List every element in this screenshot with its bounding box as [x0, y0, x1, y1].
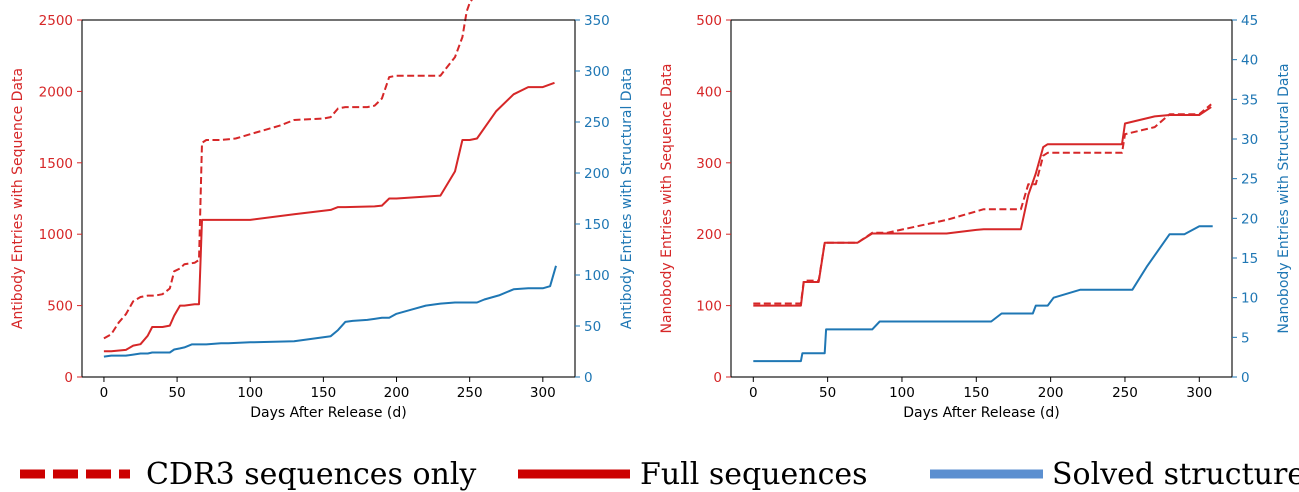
- y-right-tick-label: 350: [584, 13, 610, 29]
- x-tick-label: 0: [100, 385, 109, 401]
- y-left-tick-label: 200: [696, 227, 722, 243]
- x-tick-label: 150: [310, 385, 336, 401]
- y-left-tick-label: 400: [696, 84, 722, 100]
- x-tick-label: 50: [819, 385, 836, 401]
- plot-frame: [81, 19, 576, 378]
- x-axis-label: Days After Release (d): [250, 405, 406, 421]
- y-right-tick-label: 45: [1241, 13, 1258, 29]
- plot-frame: [730, 19, 1233, 378]
- full-sequences-line: [103, 81, 555, 353]
- y-right-tick-label: 30: [1241, 132, 1258, 148]
- y-left-tick-label: 500: [696, 13, 722, 29]
- antibody-chart: 0 50 100 150 200 250 300 0 500 1000 1500 2000 2500 0 5…: [10, 0, 635, 421]
- full-sequences-line: [753, 106, 1212, 307]
- y-left-tick-label: 0: [64, 370, 73, 386]
- x-tick-label: 0: [749, 385, 758, 401]
- y-right-tick-label: 100: [584, 268, 610, 284]
- legend-solved-structures-label: Solved structures: [1052, 457, 1299, 492]
- x-tick-label: 250: [457, 385, 483, 401]
- solved-structures-line: [753, 225, 1213, 363]
- y-left-tick-label: 2000: [39, 84, 73, 100]
- y-right-axis-label: Antibody Entries with Structural Data: [619, 68, 635, 329]
- y-right-tick-label: 20: [1241, 211, 1258, 227]
- legend-cdr3-label: CDR3 sequences only: [146, 457, 476, 492]
- y-left-tick-label: 0: [713, 370, 722, 386]
- y-right-tick-label: 35: [1241, 92, 1258, 108]
- y-right-tick-label: 200: [584, 166, 610, 182]
- x-tick-label: 200: [1038, 385, 1064, 401]
- cdr3-sequences-line: [753, 103, 1212, 305]
- y-right-axis-label: Nanobody Entries with Structural Data: [1276, 63, 1292, 333]
- solved-structures-line: [103, 265, 557, 358]
- legend-full-sequences-label: Full sequences: [640, 457, 868, 492]
- y-right-tick-label: 10: [1241, 291, 1258, 307]
- y-left-tick-label: 1500: [39, 156, 73, 172]
- y-right-tick-label: 25: [1241, 172, 1258, 188]
- y-left-tick-label: 300: [696, 156, 722, 172]
- y-left-axis-label: Antibody Entries with Sequence Data: [10, 68, 26, 329]
- x-axis-label: Days After Release (d): [903, 405, 1059, 421]
- x-tick-label: 100: [889, 385, 915, 401]
- x-tick-label: 250: [1112, 385, 1138, 401]
- y-right-tick-label: 300: [584, 64, 610, 80]
- y-right-tick-label: 15: [1241, 251, 1258, 267]
- y-right-tick-label: 40: [1241, 53, 1258, 69]
- x-tick-label: 150: [963, 385, 989, 401]
- y-right-tick-label: 50: [584, 319, 601, 335]
- y-right-tick-label: 0: [584, 370, 593, 386]
- y-left-tick-label: 100: [696, 299, 722, 315]
- y-left-tick-label: 500: [47, 299, 73, 315]
- legend: CDR3 sequences only Full sequences Solved …: [20, 457, 1299, 492]
- y-left-tick-label: 1000: [39, 227, 73, 243]
- cdr3-sequences-line: [103, 0, 473, 340]
- x-tick-label: 200: [384, 385, 410, 401]
- y-right-tick-label: 5: [1241, 330, 1250, 346]
- x-tick-label: 300: [1186, 385, 1212, 401]
- x-tick-label: 300: [530, 385, 556, 401]
- y-right-tick-label: 0: [1241, 370, 1250, 386]
- x-tick-label: 50: [168, 385, 185, 401]
- y-right-tick-label: 150: [584, 217, 610, 233]
- y-right-tick-label: 250: [584, 115, 610, 131]
- y-left-axis-label: Nanobody Entries with Sequence Data: [659, 64, 675, 334]
- x-tick-label: 100: [237, 385, 263, 401]
- y-left-tick-label: 2500: [39, 13, 73, 29]
- nanobody-chart: 0 50 100 150 200 250 300 0 100 200 300 400 500 0 5 10 15…: [659, 13, 1292, 421]
